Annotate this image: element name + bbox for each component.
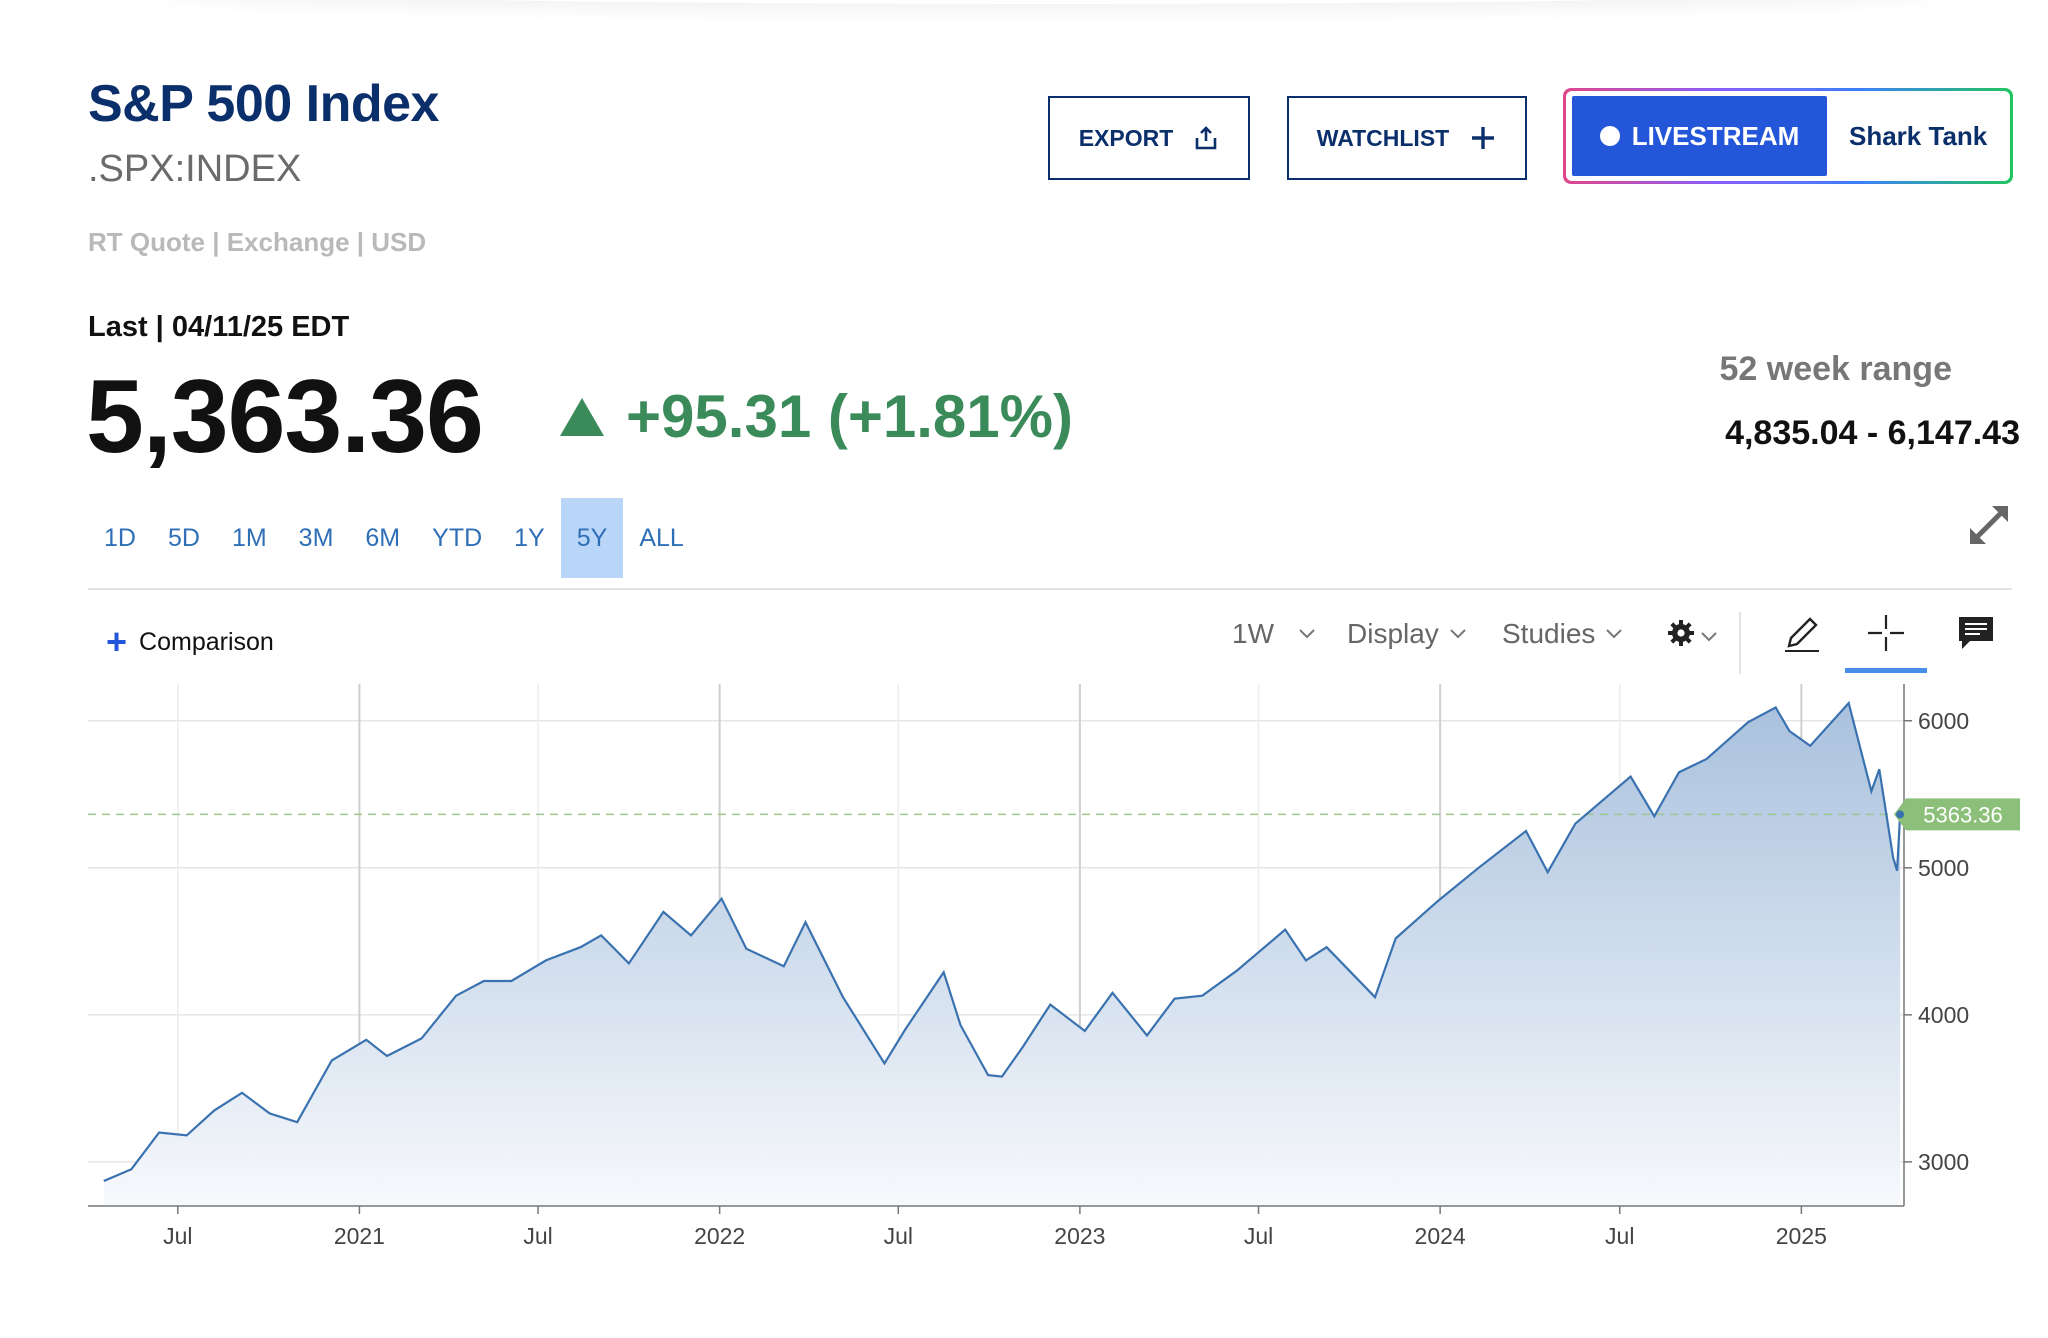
- livestream-label: LIVESTREAM: [1631, 120, 1800, 151]
- livestream-show-link[interactable]: Shark Tank: [1849, 120, 1988, 151]
- y-tick-label: 5000: [1918, 855, 1969, 881]
- studies-dropdown[interactable]: Studies: [1502, 618, 1623, 650]
- last-price: 5,363.36: [86, 359, 484, 475]
- x-tick-label: Jul: [523, 1223, 552, 1249]
- y-tick-label: 6000: [1918, 708, 1969, 734]
- x-tick-label: 2022: [694, 1223, 745, 1249]
- gear-icon: [1666, 618, 1696, 655]
- plus-icon: +: [106, 621, 128, 662]
- chevron-down-icon: [1298, 628, 1316, 640]
- last-price-tag-label: 5363.36: [1923, 802, 2003, 827]
- quote-meta: RT Quote | Exchange | USD: [88, 227, 427, 257]
- crosshair-tool-button[interactable]: [1856, 610, 1916, 660]
- x-tick-label: 2024: [1415, 1223, 1466, 1249]
- week-range-label: 52 week range: [1719, 350, 1952, 388]
- x-tick-label: Jul: [1605, 1223, 1634, 1249]
- x-tick-label: 2021: [334, 1223, 385, 1249]
- tab-period-ytd[interactable]: YTD: [432, 523, 483, 552]
- y-tick-label: 4000: [1918, 1002, 1969, 1028]
- tab-period-1m[interactable]: 1M: [231, 523, 267, 552]
- tab-period-5d[interactable]: 5D: [167, 523, 200, 552]
- display-dropdown[interactable]: Display: [1347, 618, 1467, 650]
- tab-period-all[interactable]: ALL: [639, 523, 684, 552]
- price-change: +95.31 (+1.81%): [560, 382, 1073, 451]
- comment-icon: [1956, 614, 1996, 657]
- chevron-down-icon: [1700, 631, 1718, 643]
- comment-tool-button[interactable]: [1946, 610, 2006, 660]
- last-price-tag: [1894, 798, 2020, 831]
- settings-dropdown[interactable]: [1666, 618, 1718, 655]
- x-tick-label: Jul: [884, 1223, 913, 1249]
- price-change-value: +95.31 (+1.81%): [626, 383, 1073, 450]
- live-dot-icon: [1599, 126, 1620, 146]
- page-title: S&P 500 Index: [88, 75, 439, 133]
- tab-period-6m[interactable]: 6M: [365, 523, 401, 552]
- up-triangle-icon: [560, 397, 604, 436]
- x-tick-label: Jul: [1244, 1223, 1273, 1249]
- draw-tool-button[interactable]: [1772, 610, 1832, 660]
- display-label: Display: [1347, 618, 1439, 649]
- x-tick-label: Jul: [163, 1223, 192, 1249]
- studies-label: Studies: [1502, 618, 1596, 649]
- x-tick-label: 2023: [1054, 1223, 1105, 1249]
- toolbar-separator: [1739, 612, 1741, 674]
- week-range-value: 4,835.04 - 6,147.43: [1725, 414, 2020, 452]
- livestream-button[interactable]: LIVESTREAM: [1572, 96, 1827, 176]
- last-updated-label: Last | 04/11/25 EDT: [88, 311, 350, 343]
- tab-period-3m[interactable]: 3M: [298, 523, 334, 552]
- export-button[interactable]: EXPORT: [1048, 96, 1250, 180]
- y-tick-label: 3000: [1918, 1149, 1969, 1175]
- divider: [88, 588, 2012, 590]
- price-line: [103, 700, 1902, 1183]
- last-price-dot: [1896, 810, 1905, 819]
- tab-period-1d[interactable]: 1D: [104, 523, 136, 552]
- chevron-down-icon: [1449, 628, 1467, 640]
- interval-label: 1W: [1232, 618, 1274, 649]
- crosshair-icon: [1866, 613, 1906, 658]
- active-tool-indicator: [1845, 668, 1927, 673]
- plus-icon: [1469, 124, 1497, 152]
- x-tick-label: 2025: [1776, 1223, 1827, 1249]
- watchlist-button[interactable]: WATCHLIST: [1287, 96, 1527, 180]
- livestream-box: LIVESTREAM Shark Tank: [1563, 88, 2013, 184]
- comparison-button[interactable]: + Comparison: [106, 612, 274, 672]
- tab-period-5y[interactable]: 5Y: [560, 498, 624, 578]
- chevron-down-icon: [1605, 628, 1623, 640]
- interval-dropdown[interactable]: 1W: [1232, 618, 1316, 650]
- pencil-icon: [1781, 612, 1823, 659]
- period-tabs: 1D 5D 1M 3M 6M YTD 1Y 5Y ALL: [88, 498, 700, 578]
- watchlist-label: WATCHLIST: [1316, 124, 1450, 151]
- expand-icon[interactable]: [1962, 498, 2016, 557]
- export-label: EXPORT: [1078, 124, 1174, 151]
- tab-period-1y[interactable]: 1Y: [514, 523, 545, 552]
- price-area: [103, 703, 1901, 1206]
- comparison-label: Comparison: [139, 627, 274, 656]
- ticker-symbol: .SPX:INDEX: [88, 148, 302, 190]
- share-icon: [1193, 125, 1219, 151]
